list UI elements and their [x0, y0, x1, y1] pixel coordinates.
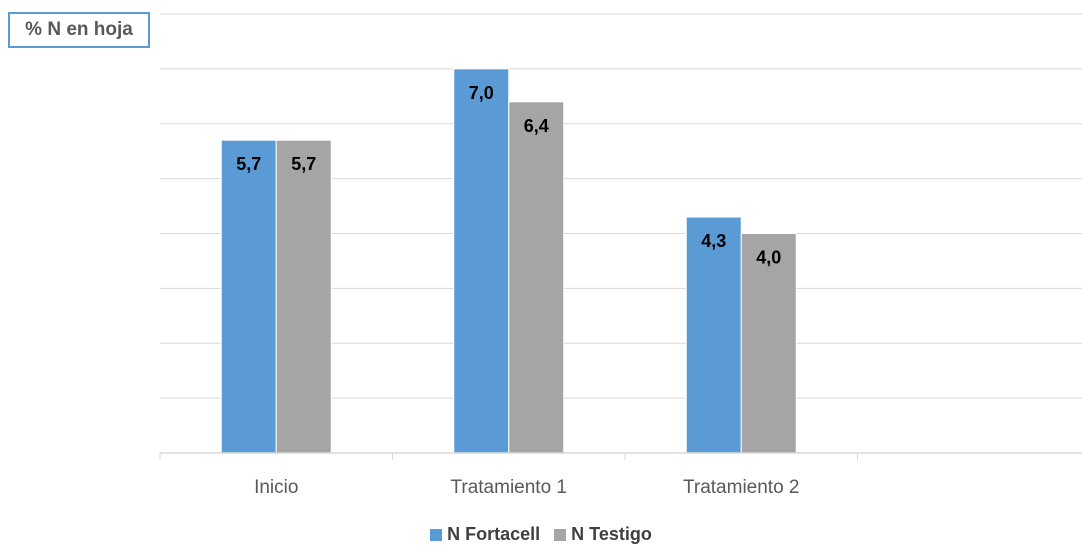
- bar-fortacell: [453, 68, 510, 454]
- legend: N Fortacell N Testigo: [0, 524, 1082, 545]
- legend-swatch-fortacell: [430, 528, 443, 541]
- legend-label-testigo: N Testigo: [571, 524, 652, 544]
- chart-title: % N en hoja: [8, 12, 150, 48]
- data-labels: 5,7 5,7 7,0 6,4 4,3 4,0: [236, 83, 781, 268]
- data-label: 5,7: [236, 154, 261, 174]
- bar-fortacell: [220, 139, 277, 454]
- data-label: 4,0: [756, 248, 781, 268]
- bars: [220, 68, 797, 454]
- data-label: 4,3: [701, 231, 726, 251]
- legend-label-fortacell: N Fortacell: [447, 524, 541, 544]
- x-tick-label: Tratamiento 2: [683, 477, 800, 498]
- legend-swatch-testigo: [554, 528, 567, 541]
- bar-fortacell: [685, 216, 742, 454]
- data-label: 5,7: [291, 154, 316, 174]
- legend-item-testigo: N Testigo: [554, 524, 652, 545]
- legend-item-fortacell: N Fortacell: [430, 524, 540, 545]
- bar-testigo: [508, 101, 565, 454]
- data-label: 7,0: [469, 83, 494, 103]
- x-tick-label: Inicio: [254, 477, 298, 498]
- bar-testigo: [740, 233, 797, 454]
- bar-testigo: [275, 139, 332, 454]
- data-label: 6,4: [524, 116, 549, 136]
- x-tick-label: Tratamiento 1: [450, 477, 567, 498]
- x-axis: Inicio Tratamiento 1 Tratamiento 2: [159, 452, 1082, 498]
